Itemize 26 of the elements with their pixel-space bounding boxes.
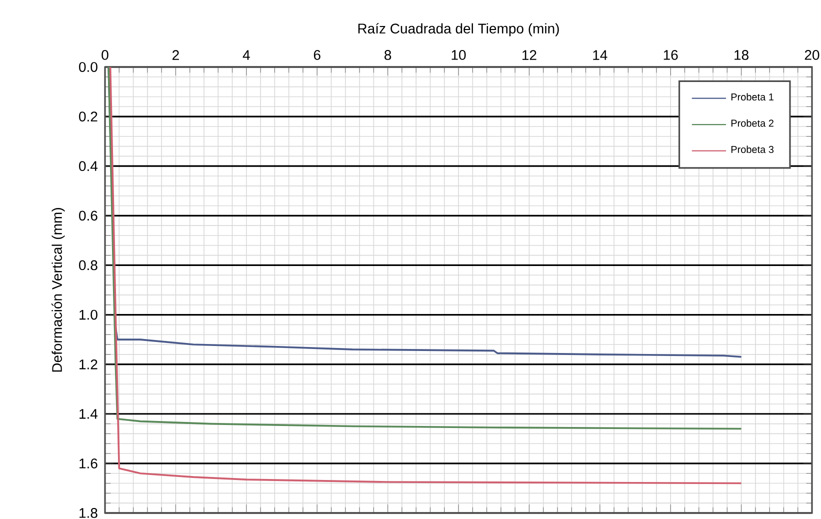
x-tick-label: 10 <box>452 50 466 60</box>
x-tick-label: 2 <box>172 50 179 60</box>
y-tick-label: 1.2 <box>80 359 98 370</box>
x-tick-label: 12 <box>522 50 536 60</box>
x-tick-label: 0 <box>102 50 108 60</box>
y-tick-label: 1.0 <box>80 310 98 320</box>
legend-label: Probeta 1 <box>731 93 774 101</box>
legend-label: Probeta 3 <box>731 146 774 154</box>
x-tick-label: 16 <box>664 50 678 60</box>
y-tick-label: 0.2 <box>79 112 98 122</box>
y-tick-label: 0.6 <box>79 210 98 221</box>
y-tick-label: 1.6 <box>80 458 98 468</box>
x-tick-label: 6 <box>314 50 320 60</box>
x-tick-label: 20 <box>804 50 820 60</box>
x-tick-label: 14 <box>593 50 608 60</box>
y-tick-label: 1.4 <box>80 409 98 419</box>
x-tick-label: 18 <box>734 50 748 60</box>
x-tick-label: 8 <box>384 50 392 60</box>
y-tick-label: 0.0 <box>79 62 98 72</box>
y-tick-label: 0.8 <box>79 260 98 270</box>
y-tick-label: 1.8 <box>80 508 98 518</box>
x-axis-title: Raíz Cuadrada del Tiempo (min) <box>358 23 559 36</box>
x-tick-label: 4 <box>242 50 250 60</box>
y-tick-label: 0.4 <box>79 161 98 172</box>
y-axis-title: Deformación Vertical (mm) <box>52 208 65 372</box>
legend-label: Probeta 2 <box>731 119 774 127</box>
